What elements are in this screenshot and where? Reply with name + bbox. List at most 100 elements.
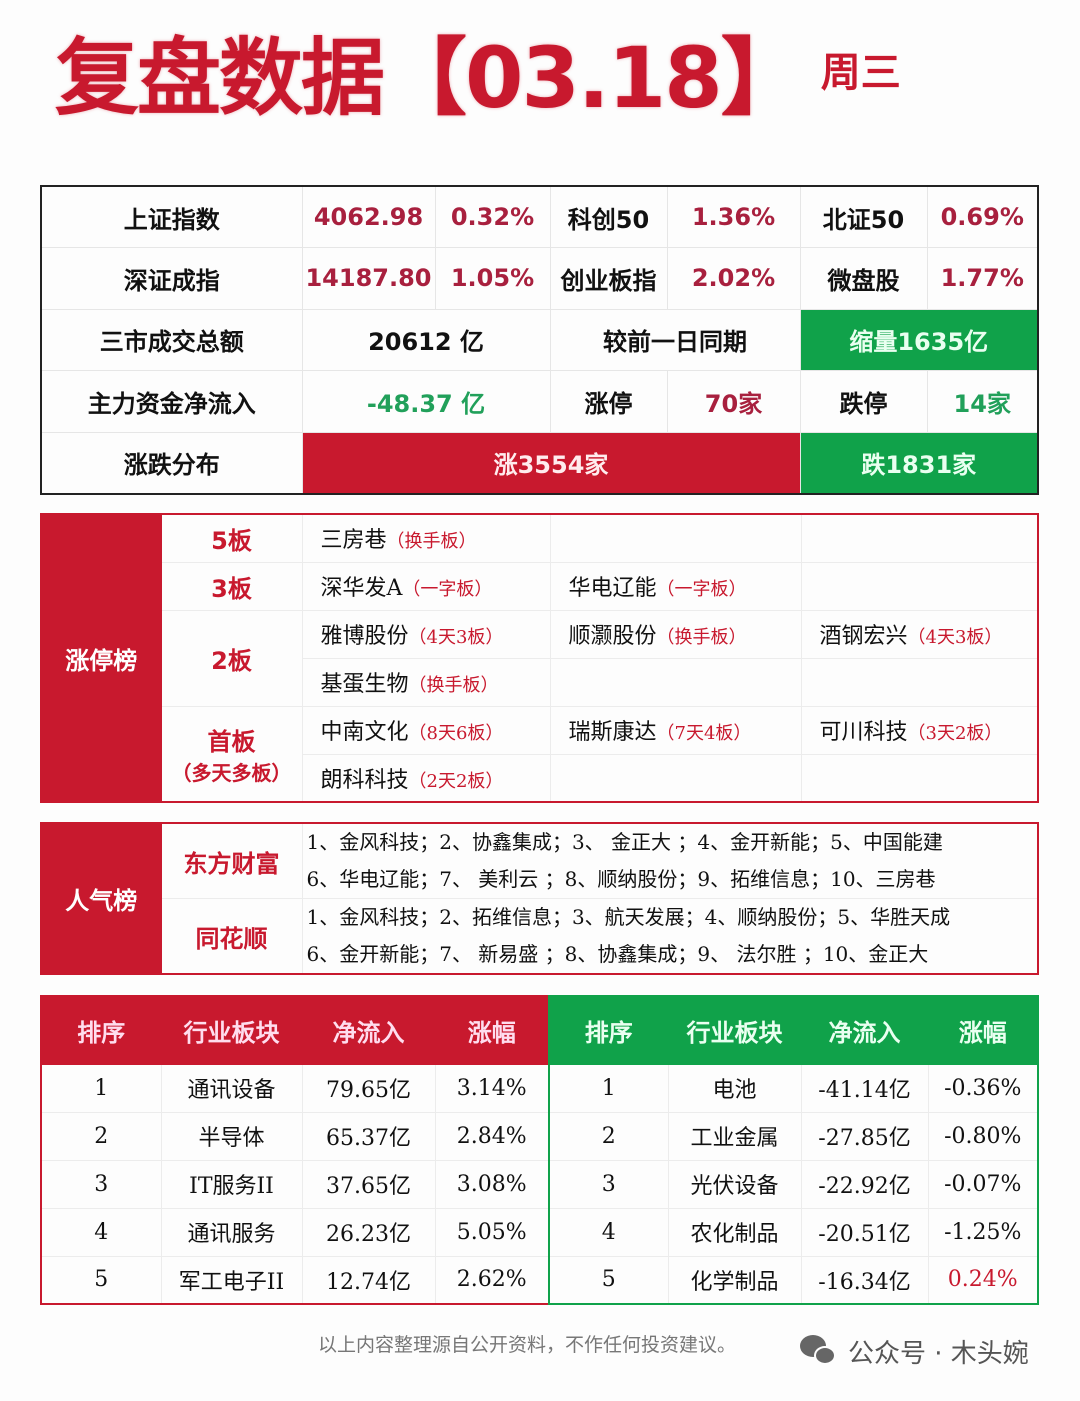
turnover-value: 20612 亿	[301, 308, 551, 371]
change-cell: 3.14%	[434, 1063, 550, 1113]
stock-cell: 深华发A（一字板）	[301, 561, 551, 611]
header-sector: 行业板块	[667, 995, 802, 1065]
limit-up-count: 70家	[666, 370, 801, 433]
empty-cell	[549, 513, 802, 563]
inflow-cell: 12.74亿	[301, 1255, 436, 1305]
table-row: 1 电池 -41.14亿 -0.36%	[548, 1063, 1039, 1113]
index-label: 上证指数	[40, 185, 303, 248]
level-label: 5板	[160, 513, 303, 563]
header-rank: 排序	[40, 995, 162, 1065]
change-cell: 0.24%	[927, 1255, 1039, 1305]
change-cell: -0.36%	[927, 1063, 1039, 1113]
index-pct: 2.02%	[666, 247, 801, 310]
sector-cell: 通讯设备	[160, 1063, 303, 1113]
source-name: 东方财富	[160, 822, 303, 899]
stock-name: 酒钢宏兴	[819, 624, 908, 649]
change-cell: 3.08%	[434, 1159, 550, 1209]
popularity-board: 人气榜 东方财富 1、金风科技；2、协鑫集成；3、 金正大 ；4、金开新能；5、…	[40, 822, 1039, 975]
empty-cell	[800, 513, 1039, 563]
table-row: 3 光伏设备 -22.92亿 -0.07%	[548, 1159, 1039, 1209]
rank-cell: 5	[40, 1255, 162, 1305]
sector-cell: 军工电子II	[160, 1255, 303, 1305]
stock-name: 基蛋生物	[320, 672, 409, 697]
level-label: 3板	[160, 561, 303, 611]
table-row: 1 通讯设备 79.65亿 3.14%	[40, 1063, 550, 1113]
table-row: 2 工业金属 -27.85亿 -0.80%	[548, 1111, 1039, 1161]
ranking-line: 1、金风科技；2、协鑫集成；3、 金正大 ；4、金开新能；5、中国能建	[306, 830, 943, 854]
table-row: 4 通讯服务 26.23亿 5.05%	[40, 1207, 550, 1257]
summary-row: 主力资金净流入 -48.37 亿 涨停 70家 跌停 14家	[40, 370, 1039, 433]
limit-down-label: 跌停	[799, 370, 928, 433]
rank-cell: 2	[548, 1111, 669, 1161]
inflow-cell: -16.34亿	[800, 1255, 929, 1305]
inflow-cell: -22.92亿	[800, 1159, 929, 1209]
disclaimer: 以上内容整理源自公开资料，不作任何投资建议。	[318, 1334, 737, 1356]
ranking-line: 1、金风科技；2、拓维信息；3、航天发展；4、顺纳股份；5、华胜天成	[306, 905, 951, 929]
inflow-cell: 79.65亿	[301, 1063, 436, 1113]
breadth-down: 跌1831家	[799, 431, 1039, 494]
table-row: 5 军工电子II 12.74亿 2.62%	[40, 1255, 550, 1305]
ranking-line: 6、华电辽能；7、 美利云 ；8、顺纳股份；9、拓维信息；10、三房巷	[306, 867, 936, 891]
summary-row: 上证指数 4062.98 0.32% 科创50 1.36% 北证50 0.69%	[40, 185, 1039, 248]
table-row: 3 IT服务II 37.65亿 3.08%	[40, 1159, 550, 1209]
breadth-up: 涨3554家	[301, 431, 801, 494]
index-label: 微盘股	[799, 247, 928, 310]
rank-cell: 5	[548, 1255, 669, 1305]
header-inflow: 净流入	[301, 995, 436, 1065]
header-sector: 行业板块	[160, 995, 303, 1065]
stock-tag: （4天3板）	[408, 627, 504, 648]
wechat-icon	[800, 1334, 840, 1369]
limit-up-board-title: 涨停榜	[40, 513, 162, 803]
rank-cell: 2	[40, 1111, 162, 1161]
change-cell: 5.05%	[434, 1207, 550, 1257]
rank-cell: 3	[40, 1159, 162, 1209]
compare-value: 缩量1635亿	[799, 308, 1039, 371]
source-name: 同花顺	[160, 898, 303, 975]
index-pct: 1.77%	[926, 247, 1039, 310]
ranking-lines: 1、金风科技；2、协鑫集成；3、 金正大 ；4、金开新能；5、中国能建 6、华电辽…	[301, 822, 1039, 899]
limit-up-board: 涨停榜 5板 三房巷（换手板） 3板 深华发A（一字板） 华电辽能（一字板） 2…	[40, 513, 1039, 803]
sector-cell: IT服务II	[160, 1159, 303, 1209]
table-row: 4 农化制品 -20.51亿 -1.25%	[548, 1207, 1039, 1257]
header-change: 涨幅	[434, 995, 550, 1065]
level-label: 首板 （多天多板）	[160, 705, 303, 803]
change-cell: -0.80%	[927, 1111, 1039, 1161]
table-row: 5 化学制品 -16.34亿 0.24%	[548, 1255, 1039, 1305]
title-weekday: 周三	[820, 50, 901, 96]
flow-label: 主力资金净流入	[40, 370, 303, 433]
stock-tag: （7天4板）	[656, 723, 752, 744]
ranking-lines: 1、金风科技；2、拓维信息；3、航天发展；4、顺纳股份；5、华胜天成 6、金开新能…	[301, 898, 1039, 975]
index-value: 4062.98	[301, 185, 436, 248]
limit-up-label: 涨停	[549, 370, 668, 433]
level-label: 2板	[160, 609, 303, 707]
index-label: 北证50	[799, 185, 928, 248]
empty-cell	[549, 657, 802, 707]
change-cell: -1.25%	[927, 1207, 1039, 1257]
index-pct: 1.05%	[434, 247, 551, 310]
turnover-label: 三市成交总额	[40, 308, 303, 371]
stock-tag: （一字板）	[402, 579, 493, 600]
stock-name: 深华发A	[320, 576, 403, 601]
stock-name: 华电辽能	[568, 576, 657, 601]
empty-cell	[800, 657, 1039, 707]
sector-inflow-table: 排序 行业板块 净流入 涨幅 1 通讯设备 79.65亿 3.14% 2 半导体 65.37…	[40, 995, 550, 1305]
inflow-cell: -27.85亿	[800, 1111, 929, 1161]
header-inflow: 净流入	[800, 995, 929, 1065]
rank-cell: 1	[40, 1063, 162, 1113]
stock-tag: （一字板）	[656, 579, 747, 600]
level-sub: （多天多板）	[171, 760, 292, 785]
stock-tag: （8天6板）	[408, 723, 504, 744]
header-rank: 排序	[548, 995, 669, 1065]
stock-cell: 雅博股份（4天3板）	[301, 609, 551, 659]
brand: 公众号 · 木头婉	[800, 1333, 1029, 1370]
change-cell: 2.84%	[434, 1111, 550, 1161]
page-title: 复盘数据【03.18】 周三	[55, 28, 901, 129]
stock-tag: （3天2板）	[907, 723, 1003, 744]
stock-cell: 酒钢宏兴（4天3板）	[800, 609, 1039, 659]
table-row: 2 半导体 65.37亿 2.84%	[40, 1111, 550, 1161]
sector-cell: 光伏设备	[667, 1159, 802, 1209]
summary-row: 深证成指 14187.80 1.05% 创业板指 2.02% 微盘股 1.77%	[40, 247, 1039, 310]
index-pct: 1.36%	[666, 185, 801, 248]
index-label: 深证成指	[40, 247, 303, 310]
sector-cell: 电池	[667, 1063, 802, 1113]
